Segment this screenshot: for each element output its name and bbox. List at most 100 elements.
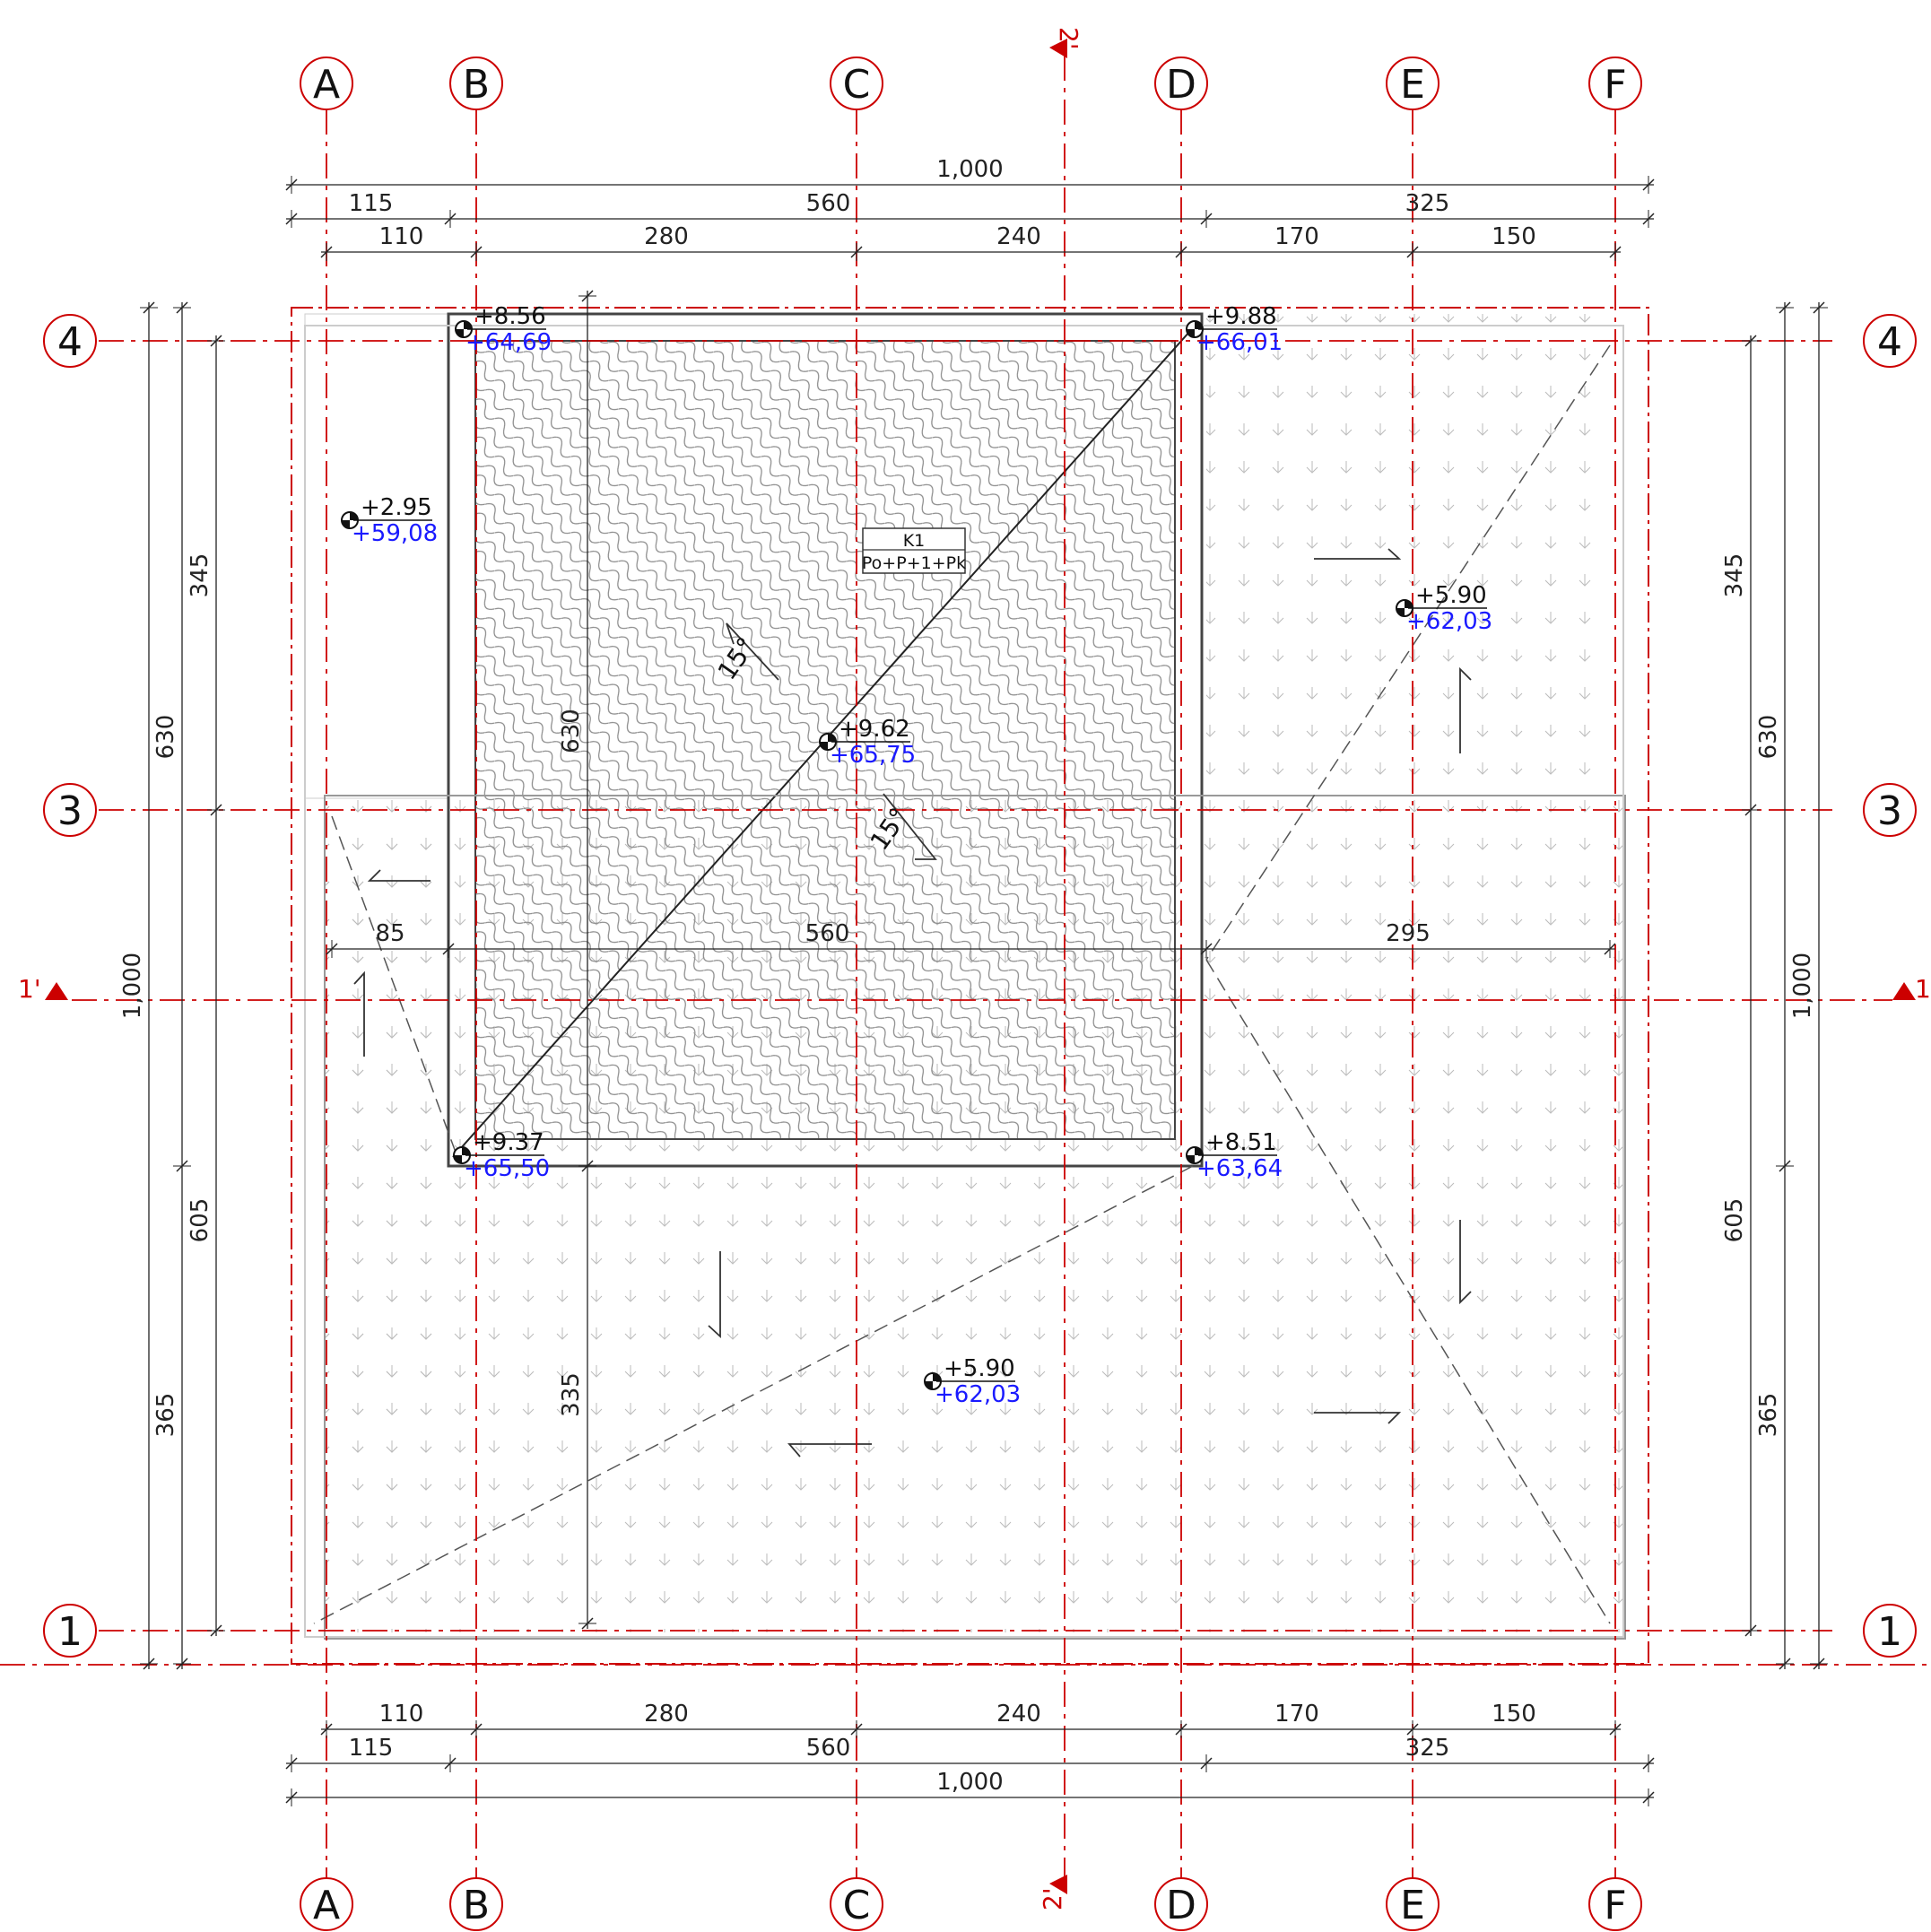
grid-bubble-left-1-label: 1 [57, 1609, 83, 1655]
bottom-inner-dim-text: 150 [1492, 1701, 1536, 1727]
level-marker: +9.62+65,75 [819, 716, 916, 769]
grid-bubble-right-1: 1 [1863, 1604, 1917, 1658]
interior-horizontal-dim-text: 85 [375, 920, 404, 947]
bottom-inner-dim-text: 280 [644, 1701, 689, 1727]
dimension-lines: 1,000 115 560 325 110 280 240 170 150 110 280 240 17… [119, 156, 1828, 1806]
grid-bubble-bottom-F: F [1588, 1877, 1642, 1931]
grid-bubble-bottom-B-label: B [463, 1883, 490, 1928]
top-mid-dim-text: 115 [349, 190, 394, 217]
level-relative: +9.37 [473, 1129, 544, 1156]
level-absolute: +65,75 [830, 742, 916, 769]
drainage-arrows [353, 548, 1472, 1458]
grid-bubble-top-D: D [1154, 57, 1208, 110]
section-2-top-marker [1049, 39, 1067, 58]
grid-bubble-top-A-label: A [313, 62, 340, 108]
section-2-bottom-marker [1049, 1875, 1067, 1894]
grid-lines [0, 56, 1931, 1878]
grid-bubble-right-4-label: 4 [1877, 319, 1902, 365]
level-absolute: +62,03 [1406, 608, 1492, 635]
bottom-mid-dim-text: 325 [1405, 1735, 1450, 1762]
top-inner-dim-text: 110 [379, 223, 424, 250]
roof-floors: Po+P+1+Pk [862, 553, 966, 573]
level-marker: +8.56+64,69 [455, 303, 552, 356]
grid-bubble-left-1: 1 [43, 1604, 97, 1658]
roof-name: K1 [903, 531, 926, 551]
level-relative: +9.62 [839, 716, 910, 743]
top-total-dim-text: 1,000 [936, 156, 1003, 183]
left-middle-dim-text: 630 [152, 715, 179, 760]
top-inner-dim-text: 170 [1274, 223, 1319, 250]
section-2-bottom-label: 2' [1038, 1887, 1067, 1910]
roof-valley-lines [313, 344, 1611, 1624]
interior-horizontal-dim-text: 560 [805, 920, 850, 947]
bottom-inner-dim-text: 110 [379, 1701, 424, 1727]
level-absolute: +59,08 [352, 520, 438, 547]
grid-bubble-bottom-C: C [830, 1877, 883, 1931]
grid-bubble-bottom-E-label: E [1400, 1883, 1425, 1928]
left-inner-dim-text: 605 [187, 1198, 213, 1243]
level-relative: +9.88 [1205, 303, 1277, 330]
section-markers: 2' 2' 1' 1' [18, 27, 1931, 1910]
grid-bubble-bottom-C-label: C [843, 1883, 871, 1928]
grid-bubble-top-E-label: E [1400, 62, 1425, 108]
grid-bubble-bottom-D-label: D [1166, 1883, 1196, 1928]
level-relative: +8.51 [1205, 1129, 1277, 1156]
grid-bubble-bottom-B: B [449, 1877, 503, 1931]
grid-bubble-top-C: C [830, 57, 883, 110]
section-1-right-marker [1892, 982, 1916, 1000]
top-inner-dim-text: 150 [1492, 223, 1536, 250]
roof-label: K1 Po+P+1+Pk [862, 527, 966, 574]
grid-bubble-left-3-label: 3 [57, 788, 83, 834]
grid-bubble-left-4-label: 4 [57, 319, 83, 365]
grid-bubble-right-3-label: 3 [1877, 788, 1902, 834]
left-outer-dim-text: 1,000 [119, 953, 146, 1019]
left-inner-dim-text: 345 [187, 553, 213, 598]
section-2-top-label: 2' [1054, 27, 1083, 50]
level-marker: +5.90+62,03 [1396, 582, 1492, 635]
grid-bubble-top-A: A [300, 57, 353, 110]
grid-bubbles: A A B B C C D D E E F F 4 4 3 3 1 1 [43, 57, 1917, 1931]
left-middle-dim-text: 365 [152, 1393, 179, 1438]
top-mid-dim-text: 325 [1405, 190, 1450, 217]
bottom-inner-dim-text: 240 [996, 1701, 1041, 1727]
bottom-total-dim-text: 1,000 [936, 1769, 1003, 1796]
right-outer-dim-text: 1,000 [1789, 953, 1816, 1019]
grid-bubble-bottom-E: E [1386, 1877, 1440, 1931]
grid-bubble-top-E: E [1386, 57, 1440, 110]
grid-bubble-top-B-label: B [463, 62, 490, 108]
section-1-right-label: 1' [1915, 974, 1931, 1004]
top-inner-dim-text: 240 [996, 223, 1041, 250]
section-1-left-marker [45, 982, 68, 1000]
grid-bubble-bottom-F-label: F [1604, 1883, 1626, 1928]
grid-bubble-top-F-label: F [1604, 62, 1626, 108]
interior-horizontal-dim-text: 295 [1386, 920, 1431, 947]
grid-bubble-right-3: 3 [1863, 783, 1917, 837]
grid-bubble-top-D-label: D [1166, 62, 1196, 108]
bottom-inner-dim-text: 170 [1274, 1701, 1319, 1727]
level-marker: +9.88+66,01 [1186, 303, 1283, 356]
grid-bubble-bottom-A-label: A [313, 1883, 340, 1928]
level-relative: +5.90 [1415, 582, 1487, 609]
level-relative: +5.90 [944, 1355, 1015, 1382]
grid-bubble-left-3: 3 [43, 783, 97, 837]
building-outline [291, 307, 1649, 1665]
bottom-mid-dim-text: 115 [349, 1735, 394, 1762]
level-absolute: +66,01 [1196, 329, 1283, 356]
grid-bubble-left-4: 4 [43, 314, 97, 368]
level-markers: +8.56+64,69+9.88+66,01+2.95+59,08+5.90+6… [341, 303, 1492, 1408]
interior-vertical-dim-text: 335 [558, 1372, 585, 1417]
level-absolute: +65,50 [464, 1155, 550, 1182]
level-relative: +2.95 [361, 494, 432, 521]
level-marker: +8.51+63,64 [1186, 1129, 1283, 1182]
level-relative: +8.56 [474, 303, 546, 330]
top-inner-dim-text: 280 [644, 223, 689, 250]
top-mid-dim-text: 560 [806, 190, 851, 217]
right-middle-dim-text: 365 [1755, 1393, 1782, 1438]
level-absolute: +62,03 [935, 1381, 1021, 1408]
grid-bubble-top-B: B [449, 57, 503, 110]
level-marker: +2.95+59,08 [341, 494, 438, 547]
grid-bubble-top-F: F [1588, 57, 1642, 110]
level-absolute: +63,64 [1196, 1155, 1283, 1182]
grid-bubble-right-4: 4 [1863, 314, 1917, 368]
